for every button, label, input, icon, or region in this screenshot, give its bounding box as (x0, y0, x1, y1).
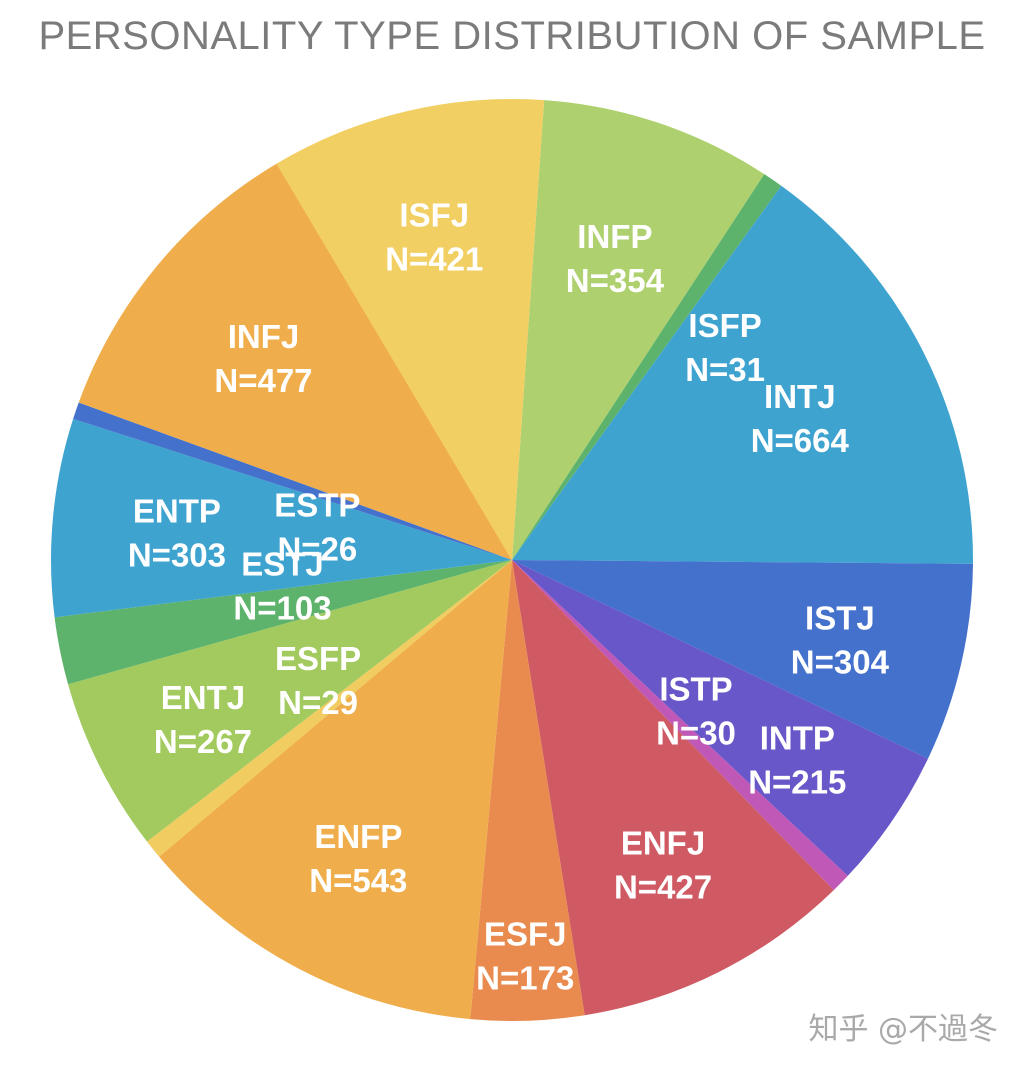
pie-slice-entp (51, 418, 513, 618)
watermark-text: 知乎 @不過冬 (808, 1012, 998, 1047)
slice-value-enfp: N=543 (309, 862, 407, 899)
slice-value-isfj: N=421 (385, 241, 483, 278)
slice-label-istp: ISTP (659, 670, 732, 707)
slice-label-infj: INFJ (228, 318, 300, 355)
slice-label-esfj: ESFJ (484, 916, 567, 953)
chart-title: PERSONALITY TYPE DISTRIBUTION OF SAMPLE (38, 14, 986, 58)
slice-label-isfj: ISFJ (399, 197, 469, 234)
slice-value-intj: N=664 (751, 422, 850, 459)
pie-slice-infj (78, 163, 512, 560)
pie-slice-enfj (512, 560, 834, 1016)
slice-value-estj: N=103 (233, 590, 331, 627)
slice-value-enfj: N=427 (614, 869, 712, 906)
pie-slice-estj (54, 560, 512, 685)
slice-label-infp: INFP (577, 218, 652, 255)
slice-value-istj: N=304 (791, 644, 890, 681)
slice-label-estj: ESTJ (241, 546, 324, 583)
pie-slice-esfp (147, 560, 513, 857)
pie-slice-istp (512, 560, 848, 891)
slice-label-entj: ENTJ (161, 679, 245, 716)
pie-slice-isfp (512, 174, 782, 560)
slice-label-enfj: ENFJ (621, 825, 705, 862)
slice-value-istp: N=30 (656, 714, 736, 751)
pie-slice-isfj (276, 98, 545, 560)
slice-value-isfp: N=31 (685, 351, 765, 388)
slice-label-isfp: ISFP (688, 307, 761, 344)
pie-slice-esfj (470, 560, 585, 1021)
pie-slice-intj (512, 185, 973, 564)
slice-value-infj: N=477 (214, 362, 312, 399)
pie-slice-infp (512, 100, 765, 560)
slice-value-esfj: N=173 (476, 960, 574, 997)
slice-label-entp: ENTP (133, 493, 221, 530)
slice-value-estp: N=26 (277, 531, 357, 568)
pie-slice-estp (73, 402, 512, 560)
slice-label-intp: INTP (760, 719, 835, 756)
pie-slices (51, 98, 973, 1021)
pie-slice-enfp (159, 560, 512, 1020)
slice-value-intp: N=215 (748, 763, 846, 800)
slice-label-esfp: ESFP (275, 640, 361, 677)
slice-label-enfp: ENFP (314, 818, 402, 855)
slice-label-intj: INTJ (764, 378, 836, 415)
slice-label-istj: ISTJ (805, 600, 875, 637)
pie-slice-entj (68, 560, 512, 842)
slice-value-entp: N=303 (128, 537, 226, 574)
slice-value-entj: N=267 (154, 723, 252, 760)
pie-slice-intp (512, 560, 928, 876)
slice-value-esfp: N=29 (278, 684, 358, 721)
slice-label-estp: ESTP (274, 487, 360, 524)
slice-value-infp: N=354 (566, 262, 665, 299)
pie-slice-istj (512, 560, 973, 759)
